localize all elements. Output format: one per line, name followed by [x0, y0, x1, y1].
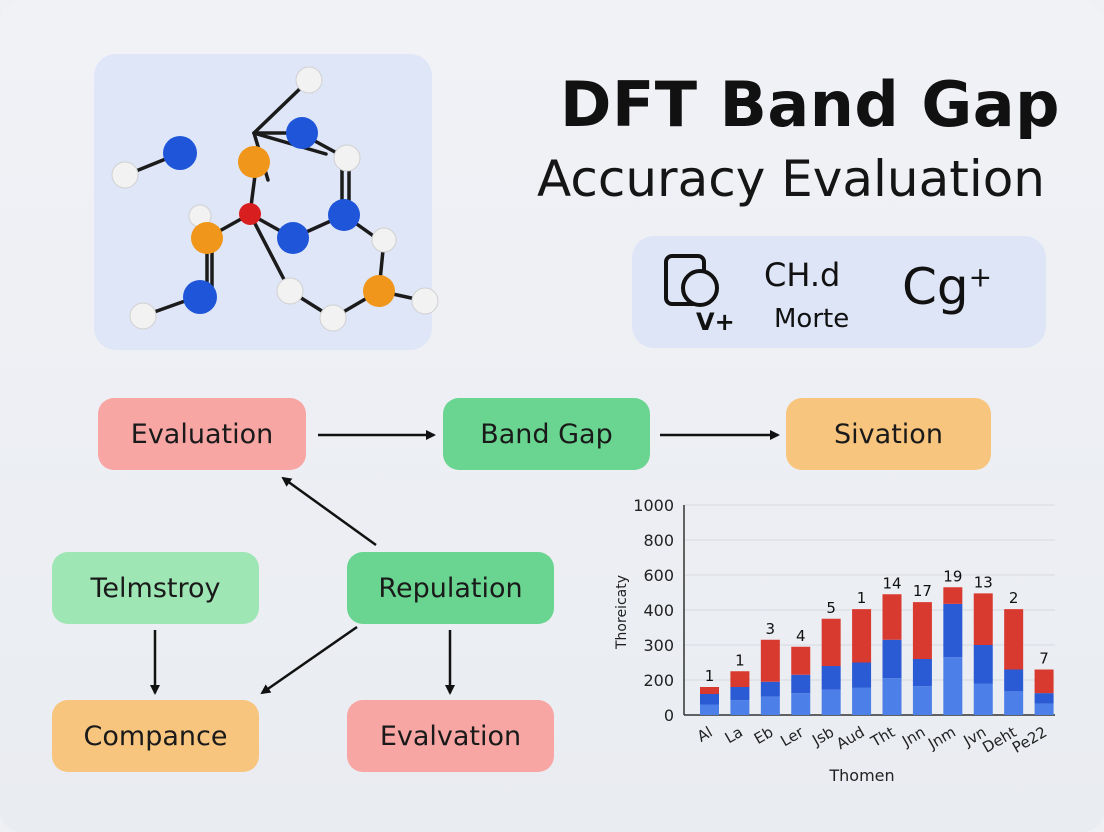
bar-segment: [700, 704, 719, 715]
y-tick-label: 1000: [633, 496, 674, 515]
bar-segment: [760, 696, 780, 715]
bar-segment: [912, 686, 932, 715]
bar-data-label: 7: [1039, 650, 1049, 668]
bar-data-label: 1: [705, 667, 715, 685]
bar-segment: [1034, 703, 1054, 715]
bar-segment: [852, 662, 872, 688]
panel-text-bottom: Morte: [774, 304, 850, 334]
bar-segment: [943, 587, 963, 604]
bar-data-label: 14: [882, 574, 901, 592]
node-sivation: Sivation: [786, 398, 991, 470]
icon-caption: V+: [696, 308, 735, 336]
bar-data-label: 19: [943, 567, 962, 585]
bar-segment: [791, 674, 811, 694]
y-tick-label: 200: [643, 671, 674, 690]
bar-segment: [1034, 669, 1054, 694]
panel-text-top: CH.d: [764, 256, 841, 294]
bar-segment: [852, 687, 872, 715]
bar-segment: [1004, 691, 1024, 715]
y-tick-label: 800: [643, 531, 674, 550]
formula: Cg+: [902, 258, 992, 316]
arrow-repulation-to-compance: [260, 625, 358, 695]
bar-segment: [700, 687, 719, 694]
bar-segment: [791, 693, 811, 715]
bar-segment: [1004, 609, 1024, 670]
bar-data-label: 17: [913, 582, 932, 600]
x-tick-label: Tht: [867, 723, 898, 751]
icon-panel: V+ CH.d Morte Cg+: [632, 236, 1046, 348]
bar-segment: [700, 694, 719, 705]
y-tick-label: 400: [643, 601, 674, 620]
bar-data-label: 1: [735, 651, 745, 669]
bar-data-label: 5: [826, 599, 836, 617]
x-tick-label: Aud: [833, 723, 867, 753]
node-evaluation: Evaluation: [98, 398, 306, 470]
bar-segment: [730, 687, 750, 701]
bar-segment: [912, 602, 932, 659]
bar-data-label: 13: [974, 573, 993, 591]
bar-segment: [821, 689, 841, 715]
formula-base: Cg: [902, 258, 969, 316]
bar-segment: [882, 678, 902, 715]
bar-segment: [730, 700, 750, 715]
arrow-repulation-to-evaluation: [281, 476, 377, 547]
x-tick-label: Eb: [751, 723, 776, 748]
formula-superscript: +: [968, 260, 993, 294]
node-band-gap: Band Gap: [443, 398, 650, 470]
bar-segment: [821, 666, 841, 690]
bar-segment: [821, 618, 841, 666]
bar-segment: [1004, 669, 1024, 692]
x-tick-label: Al: [694, 723, 716, 746]
y-tick-label: 600: [643, 566, 674, 585]
page-subtitle: Accuracy Evaluation: [537, 150, 1045, 208]
y-tick-label: 300: [643, 636, 674, 655]
x-tick-label: Jsb: [808, 723, 837, 750]
bar-segment: [791, 646, 811, 675]
bar-segment: [943, 603, 963, 658]
bar-segment: [973, 593, 993, 645]
x-tick-label: Pe22: [1009, 723, 1050, 757]
device-check-icon: [664, 254, 719, 307]
bar-segment: [973, 683, 993, 715]
node-telmstroy: Telmstroy: [52, 552, 259, 624]
node-compance: Compance: [52, 700, 259, 772]
bar-data-label: 1: [857, 589, 867, 607]
bar-data-label: 3: [766, 620, 776, 638]
x-tick-label: Jnm: [924, 723, 959, 753]
node-repulation: Repulation: [347, 552, 554, 624]
y-tick-label: 0: [664, 706, 674, 725]
bar-segment: [912, 659, 932, 687]
bar-segment: [760, 681, 780, 697]
molecule-illustration: [111, 66, 439, 332]
bar-segment: [882, 639, 902, 679]
bar-data-label: 4: [796, 627, 806, 645]
x-tick-label: Ler: [777, 722, 807, 750]
bar-segment: [882, 594, 902, 640]
bar-segment: [973, 645, 993, 684]
bar-segment: [852, 609, 872, 663]
y-axis-label: Thoreicaty: [614, 575, 630, 650]
node-evalvation: Evalvation: [347, 700, 554, 772]
bar-segment: [943, 657, 963, 715]
page-title: DFT Band Gap: [559, 68, 1060, 141]
molecule-panel: [94, 54, 439, 350]
bar-segment: [1034, 693, 1054, 704]
bar-segment: [730, 671, 750, 687]
bar-data-label: 2: [1009, 589, 1019, 607]
x-tick-label: La: [722, 723, 746, 747]
bar-segment: [760, 639, 780, 682]
x-axis-label: Thomen: [828, 766, 894, 785]
